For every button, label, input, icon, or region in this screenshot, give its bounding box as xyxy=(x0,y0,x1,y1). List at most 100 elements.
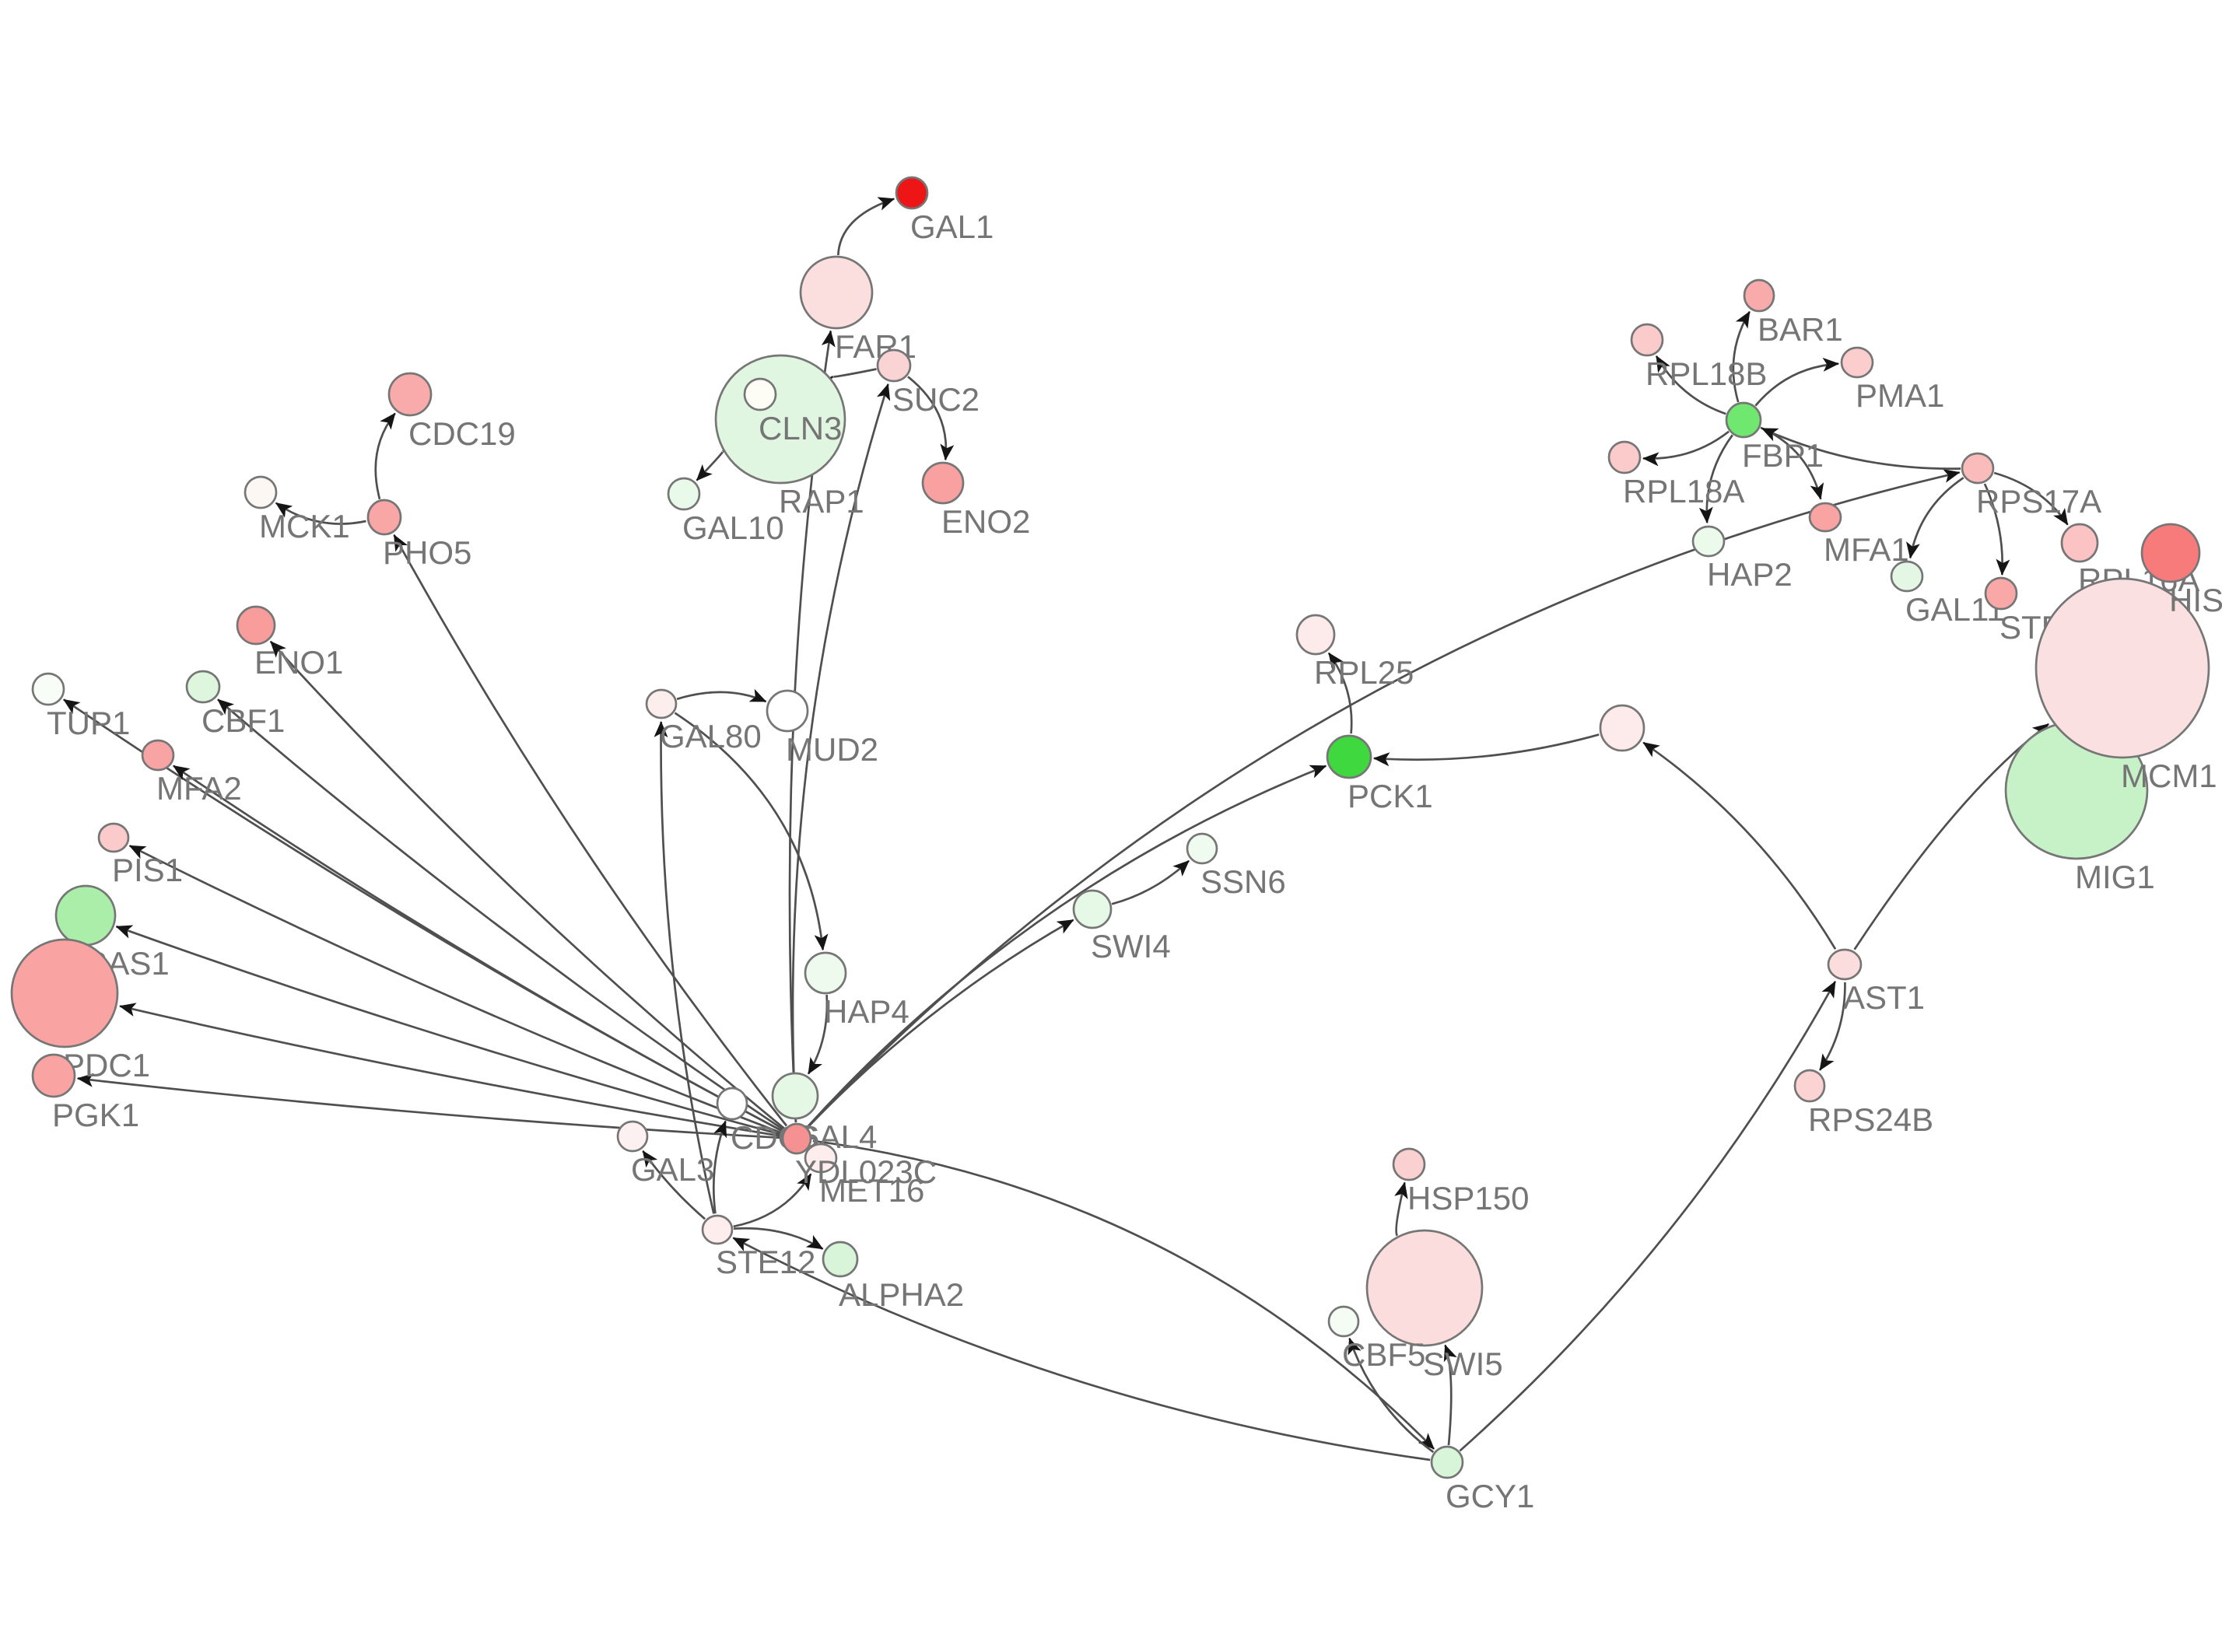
node-SWI5[interactable] xyxy=(1365,1229,1484,1347)
edge-AST1-NODE1[interactable] xyxy=(1642,741,1837,950)
node-MCK1[interactable] xyxy=(244,475,278,509)
node-STE12[interactable] xyxy=(701,1214,734,1245)
node-GAL80[interactable] xyxy=(645,688,678,719)
edge-STE12-ALPHA2[interactable] xyxy=(733,1227,824,1250)
edge-GAL80-MUD2[interactable] xyxy=(676,688,767,703)
node-FAR1[interactable] xyxy=(799,255,874,330)
node-GAL4[interactable] xyxy=(771,1072,819,1120)
edge-HAP4-GAL4[interactable] xyxy=(807,994,829,1075)
edge-SWI5-HSP150[interactable] xyxy=(1394,1181,1408,1237)
node-CBF5[interactable] xyxy=(1327,1305,1360,1338)
node-RAS1[interactable] xyxy=(54,884,117,947)
edge-STE12-MET16[interactable] xyxy=(733,1173,812,1228)
node-SWI4[interactable] xyxy=(1072,889,1113,929)
node-PIS1[interactable] xyxy=(97,822,130,853)
edge-PHO5-MCK1[interactable] xyxy=(275,502,366,525)
node-ENO2[interactable] xyxy=(921,461,965,505)
node-MET16[interactable] xyxy=(804,1143,838,1174)
node-GAL11[interactable] xyxy=(1890,560,1924,593)
edge-FBP1-RPL18B[interactable] xyxy=(1655,355,1726,415)
node-HSP150[interactable] xyxy=(1392,1147,1426,1181)
node-FBP1[interactable] xyxy=(1725,401,1762,439)
node-CBF1[interactable] xyxy=(185,670,221,704)
edge-PCK1-RPL25[interactable] xyxy=(1327,652,1353,734)
edge-SUC2-ENO2[interactable] xyxy=(907,376,955,461)
edge-AST1-RPS24B[interactable] xyxy=(1818,982,1846,1071)
edge-SWI4-SSN6[interactable] xyxy=(1111,859,1190,905)
node-HAP2[interactable] xyxy=(1691,525,1726,558)
edge-GCY1-SWI5[interactable] xyxy=(1443,1344,1457,1446)
node-RAP1[interactable] xyxy=(714,354,846,485)
node-PMA1[interactable] xyxy=(1840,346,1874,379)
node-RPL16A[interactable] xyxy=(2060,523,2099,563)
edge-YDL023C-GCY1[interactable] xyxy=(812,1139,1435,1450)
edge-FAR1-GAL1[interactable] xyxy=(836,197,895,256)
edge-YDL023C-PCK1[interactable] xyxy=(807,765,1327,1128)
edge-STE12-GAL80[interactable] xyxy=(654,721,715,1214)
node-NODE1[interactable] xyxy=(1599,704,1645,752)
edge-RAP1-GAL10[interactable] xyxy=(696,450,724,481)
node-SSN6[interactable] xyxy=(1186,832,1218,865)
edge-FBP1-MFA1[interactable] xyxy=(1760,426,1824,500)
node-CDC6[interactable] xyxy=(716,1087,748,1121)
edge-YDL023C-CBF1[interactable] xyxy=(217,698,784,1131)
node-PDC1[interactable] xyxy=(10,938,119,1048)
edge-FBP1-BAR1[interactable] xyxy=(1732,310,1751,403)
edge-FBP1-HAP2[interactable] xyxy=(1698,434,1733,524)
node-TUP1[interactable] xyxy=(31,672,65,706)
node-GAL1[interactable] xyxy=(895,176,929,210)
edge-YDL023C-ENO1[interactable] xyxy=(269,640,785,1129)
node-RPL25[interactable] xyxy=(1295,614,1336,656)
edge-STE12-CDC6[interactable] xyxy=(712,1120,727,1214)
node-RPS17A[interactable] xyxy=(1961,452,1995,485)
node-RPL18A[interactable] xyxy=(1607,440,1642,474)
node-MFA2[interactable] xyxy=(141,739,175,772)
node-GAL10[interactable] xyxy=(667,477,701,511)
edge-PHO5-CDC19[interactable] xyxy=(374,412,396,500)
node-YDL023C[interactable] xyxy=(781,1122,812,1155)
edge-YDL023C-PGK1[interactable] xyxy=(76,1073,781,1139)
node-RPL18B[interactable] xyxy=(1630,323,1664,357)
edge-YDL023C-PIS1[interactable] xyxy=(128,845,782,1134)
node-HAP4[interactable] xyxy=(804,951,847,995)
edge-GAL80-HAP4[interactable] xyxy=(674,712,829,951)
edge-RPS17A-RPL16A[interactable] xyxy=(1993,471,2069,526)
edge-STE12-GAL3[interactable] xyxy=(642,1150,706,1220)
node-MFA1[interactable] xyxy=(1808,502,1842,533)
edge-YDL023C-SWI4[interactable] xyxy=(807,919,1074,1128)
edge-YDL023C-MFA2[interactable] xyxy=(173,765,783,1132)
edge-NODE1-PCK1[interactable] xyxy=(1372,733,1600,767)
node-MUD2[interactable] xyxy=(766,689,809,733)
edge-FBP1-RPL18A[interactable] xyxy=(1642,430,1730,467)
node-ENO1[interactable] xyxy=(236,605,276,646)
edge-RPS17A-FBP1[interactable] xyxy=(1761,427,1961,470)
edge-YDL023C-SUC2[interactable] xyxy=(791,383,891,1123)
node-RPS24B[interactable] xyxy=(1793,1069,1826,1103)
node-GAL3[interactable] xyxy=(616,1120,649,1153)
node-HIS4[interactable] xyxy=(2140,523,2201,583)
node-PGK1[interactable] xyxy=(31,1053,76,1098)
edge-RPS17A-STE2[interactable] xyxy=(1983,483,2010,576)
node-BAR1[interactable] xyxy=(1743,278,1775,313)
edge-GCY1-STE12[interactable] xyxy=(732,1237,1431,1461)
node-AST1[interactable] xyxy=(1827,948,1863,981)
edge-FBP1-PMA1[interactable] xyxy=(1754,357,1840,407)
edge-YDL023C-PDC1[interactable] xyxy=(119,1003,781,1137)
edge-YDL023C-RPS17A[interactable] xyxy=(807,469,1961,1128)
edge-RPS17A-GAL11[interactable] xyxy=(1906,477,1964,559)
node-GCY1[interactable] xyxy=(1430,1445,1464,1479)
edge-SUC2-RAP1[interactable] xyxy=(816,368,877,392)
node-SUC2[interactable] xyxy=(876,348,912,383)
edge-GCY1-CBF5[interactable] xyxy=(1348,1337,1435,1454)
edge-YDL023C-RAS1[interactable] xyxy=(115,925,782,1136)
edge-GCY1-AST1[interactable] xyxy=(1459,981,1837,1452)
node-MCM1[interactable] xyxy=(2034,577,2210,759)
node-PHO5[interactable] xyxy=(366,499,402,536)
node-CLN3[interactable] xyxy=(743,377,777,411)
node-PCK1[interactable] xyxy=(1326,734,1372,779)
node-STE2[interactable] xyxy=(1984,576,2018,611)
node-CDC19[interactable] xyxy=(387,372,433,417)
edge-YDL023C-PHO5[interactable] xyxy=(393,534,788,1127)
